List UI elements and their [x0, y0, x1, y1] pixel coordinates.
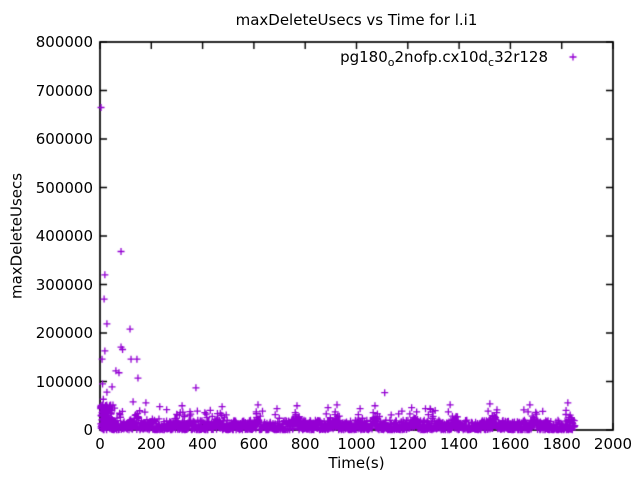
- x-tick-label: 800: [290, 435, 320, 453]
- x-tick-label: 1200: [388, 435, 427, 453]
- x-tick-label: 1000: [337, 435, 376, 453]
- x-tick-label: 600: [239, 435, 269, 453]
- y-tick-label: 800000: [35, 33, 93, 51]
- y-tick-label: 500000: [35, 178, 93, 197]
- legend-subscript: c: [488, 56, 495, 69]
- legend-text-segment: 2nofp.cx10d: [394, 48, 489, 66]
- chart-title: maxDeleteUsecs vs Time for l.i1: [235, 11, 478, 29]
- legend-text-segment: 32r128: [494, 48, 548, 66]
- legend-text-segment: pg180: [340, 48, 388, 66]
- x-tick-label: 1800: [542, 435, 581, 453]
- y-tick-label: 700000: [35, 81, 93, 100]
- legend-subscript: o: [387, 56, 395, 69]
- x-tick-label: 0: [95, 435, 105, 453]
- x-tick-label: 2000: [593, 435, 633, 453]
- x-tick-label: 200: [136, 435, 166, 453]
- x-axis-label: Time(s): [328, 454, 385, 472]
- x-tick-label: 1600: [491, 435, 530, 453]
- y-tick-label: 200000: [35, 324, 93, 342]
- y-tick-label: 100000: [35, 372, 93, 391]
- y-tick-label: 0: [83, 421, 93, 439]
- y-tick-label: 400000: [35, 227, 93, 245]
- x-tick-label: 400: [188, 435, 217, 453]
- legend-series-label: pg180o2nofp.cx10dc32r128: [340, 48, 548, 69]
- y-tick-label: 300000: [35, 275, 93, 294]
- y-tick-label: 600000: [35, 130, 93, 148]
- legend: pg180o2nofp.cx10dc32r128: [340, 48, 548, 69]
- x-tick-label: 1400: [440, 435, 479, 453]
